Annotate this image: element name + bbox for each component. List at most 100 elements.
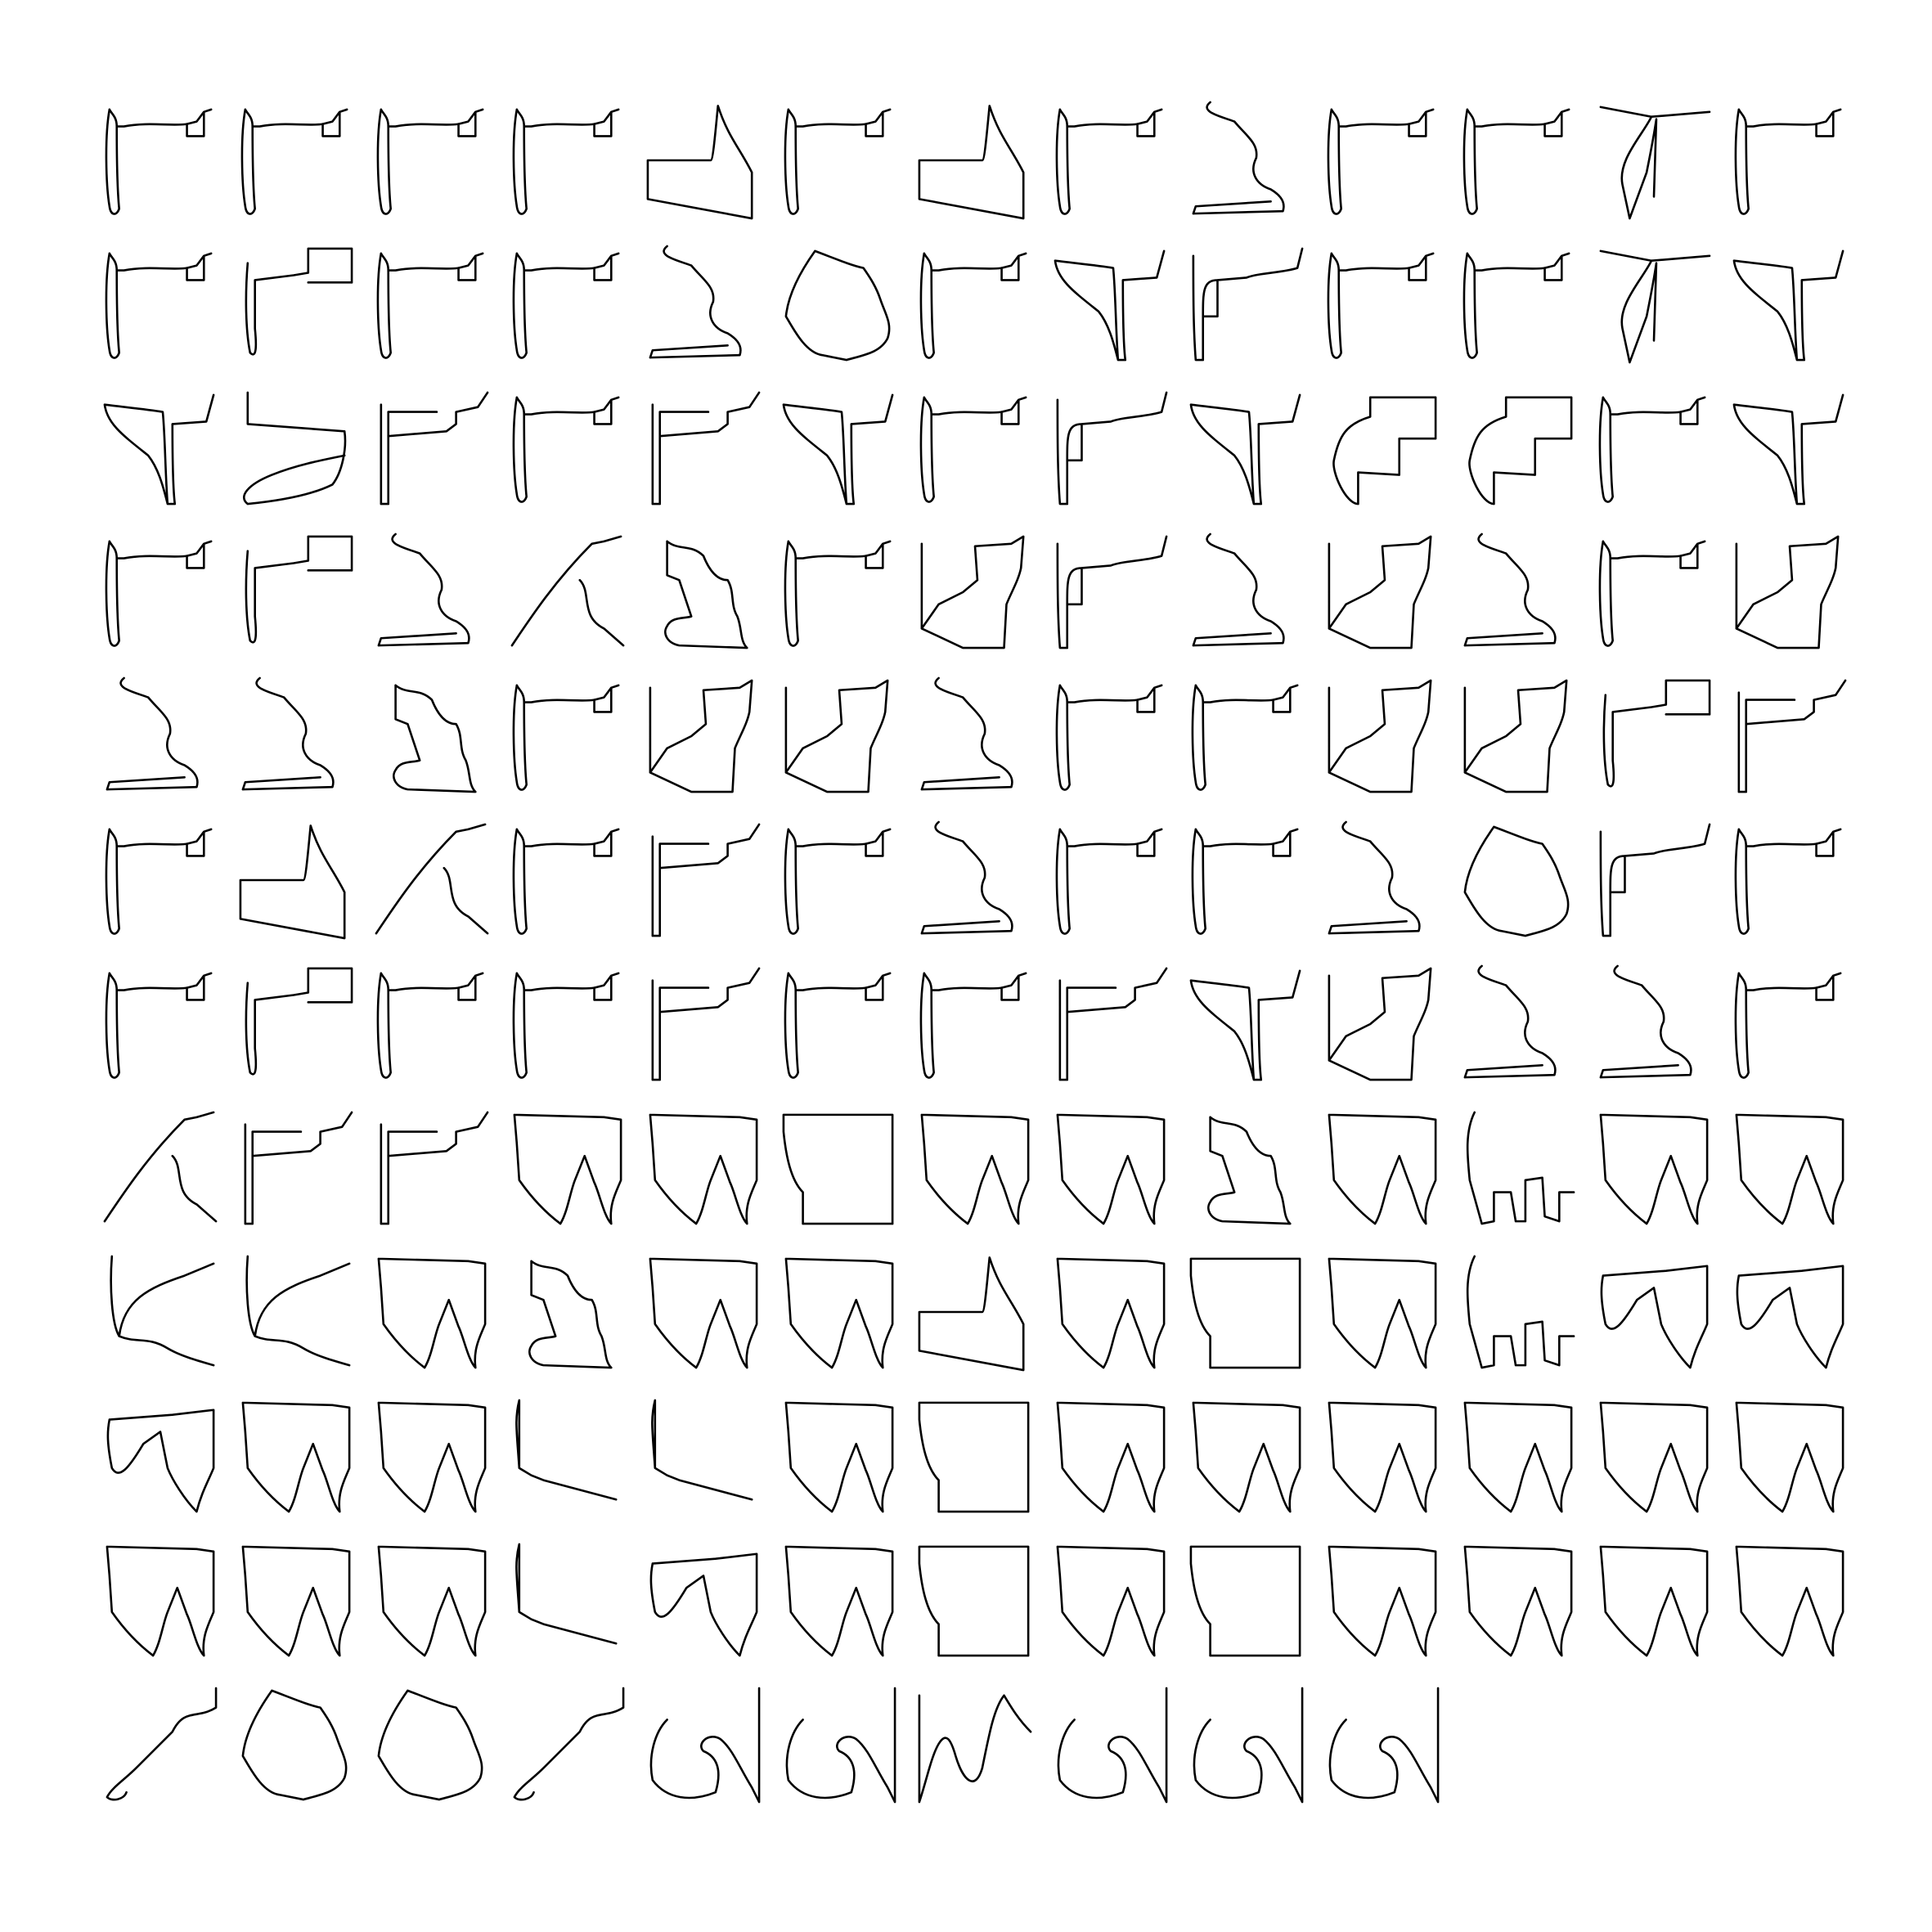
outline-shape: [241, 1545, 351, 1657]
outline-shape: [1328, 1401, 1437, 1513]
outline-shape: [1056, 1401, 1166, 1513]
outline-shape: [1191, 684, 1299, 791]
outline-shape: [649, 1257, 758, 1369]
outline-shape: [110, 1255, 215, 1367]
outline-shape: [240, 108, 348, 215]
outline-shape: [649, 245, 742, 359]
outline-shape: [1193, 1687, 1304, 1804]
outline-shape: [651, 967, 761, 1081]
outline-shape: [919, 972, 1027, 1079]
outline-shape: [513, 1687, 625, 1801]
outline-shape: [244, 1111, 353, 1225]
outline-shape: [377, 1401, 487, 1513]
outline-shape: [920, 676, 1013, 791]
outline-shape: [1737, 679, 1847, 793]
outline-shape: [1462, 252, 1570, 359]
outline-shape: [106, 1409, 215, 1513]
outline-shape: [245, 967, 353, 1076]
outline-shape: [513, 1113, 622, 1225]
outline-shape: [1328, 1687, 1440, 1804]
outline-shape: [918, 105, 1025, 220]
outline-shape: [1192, 101, 1285, 215]
outline-shape: [377, 1545, 487, 1657]
outline-shape: [105, 540, 213, 647]
outline-shape: [1192, 532, 1285, 647]
outline-shape: [919, 252, 1027, 359]
outline-shape: [784, 972, 892, 1079]
outline-shape: [1732, 249, 1844, 362]
outline-shape: [515, 1543, 618, 1645]
outline-shape: [1192, 1401, 1301, 1513]
outline-shape: [1463, 532, 1557, 647]
outline-shape: [651, 1399, 753, 1501]
outline-shape: [106, 1545, 215, 1657]
outline-shape: [1327, 252, 1435, 359]
outline-shape: [380, 1111, 489, 1225]
outline-shape: [1599, 823, 1711, 937]
outline-shape: [664, 540, 748, 649]
outline-shape: [1054, 249, 1166, 362]
outline-shape: [1468, 396, 1573, 505]
outline-shape: [646, 105, 753, 220]
outline-shape: [375, 823, 489, 935]
outline-shape: [1599, 1545, 1709, 1657]
outline-shape: [784, 108, 892, 215]
outline-shape: [1056, 1113, 1166, 1225]
outline-shape: [918, 1401, 1030, 1513]
outline-shape: [512, 972, 620, 1079]
outline-shape: [245, 1255, 351, 1367]
outline-shape: [1599, 964, 1692, 1079]
outline-shape: [528, 1260, 613, 1369]
outline-shape: [1734, 108, 1842, 215]
outline-shape: [377, 1689, 483, 1801]
outline-shape: [241, 1401, 351, 1513]
outline-shape: [920, 1113, 1030, 1225]
outline-shape: [245, 247, 353, 356]
outline-shape: [1735, 1113, 1844, 1225]
outline-shape: [1191, 828, 1299, 935]
outline-shape: [1600, 1265, 1709, 1369]
outline-shape: [376, 972, 484, 1079]
outline-shape: [1058, 967, 1168, 1081]
outline-shape: [1735, 535, 1840, 649]
outline-shape: [380, 391, 489, 505]
outline-shape: [239, 824, 346, 940]
outline-shape: [784, 679, 889, 793]
outline-shape: [1328, 820, 1421, 935]
outline-shape: [649, 1687, 761, 1804]
outline-shape: [919, 396, 1027, 503]
outline-shape: [1734, 972, 1842, 1079]
outline-shape: [918, 1694, 1032, 1804]
outline-shape: [1466, 1111, 1575, 1225]
outline-shape: [1057, 1687, 1168, 1804]
outline-shape: [651, 823, 761, 937]
outline-shape: [1598, 396, 1706, 503]
outline-shape: [1736, 1265, 1844, 1369]
outline-shape: [1463, 679, 1568, 793]
outline-shape: [1602, 679, 1711, 788]
outline-shape: [1462, 108, 1570, 215]
outline-shape: [1328, 1113, 1437, 1225]
outline-shape: [1056, 535, 1168, 649]
outline-shape: [241, 1689, 348, 1801]
outline-shape: [106, 676, 199, 791]
outline-shape: [1328, 679, 1432, 793]
outline-shape: [784, 1545, 894, 1657]
outline-shape: [784, 828, 892, 935]
outline-shape: [1463, 1545, 1573, 1657]
outline-shape: [1189, 969, 1301, 1081]
outline-shape: [785, 1687, 896, 1804]
outline-shape: [106, 1687, 218, 1801]
outline-shape: [1463, 1401, 1573, 1513]
outline-shape: [103, 393, 215, 505]
outline-shape: [1598, 540, 1706, 647]
outline-shape: [782, 393, 894, 505]
outline-shape: [105, 108, 213, 215]
outline-shape: [784, 1257, 894, 1369]
outline-shape: [1055, 684, 1163, 791]
outline-shape: [512, 108, 620, 215]
outline-shape: [784, 1401, 894, 1513]
outline-shape: [1328, 1545, 1437, 1657]
outline-shape: [1735, 1545, 1844, 1657]
